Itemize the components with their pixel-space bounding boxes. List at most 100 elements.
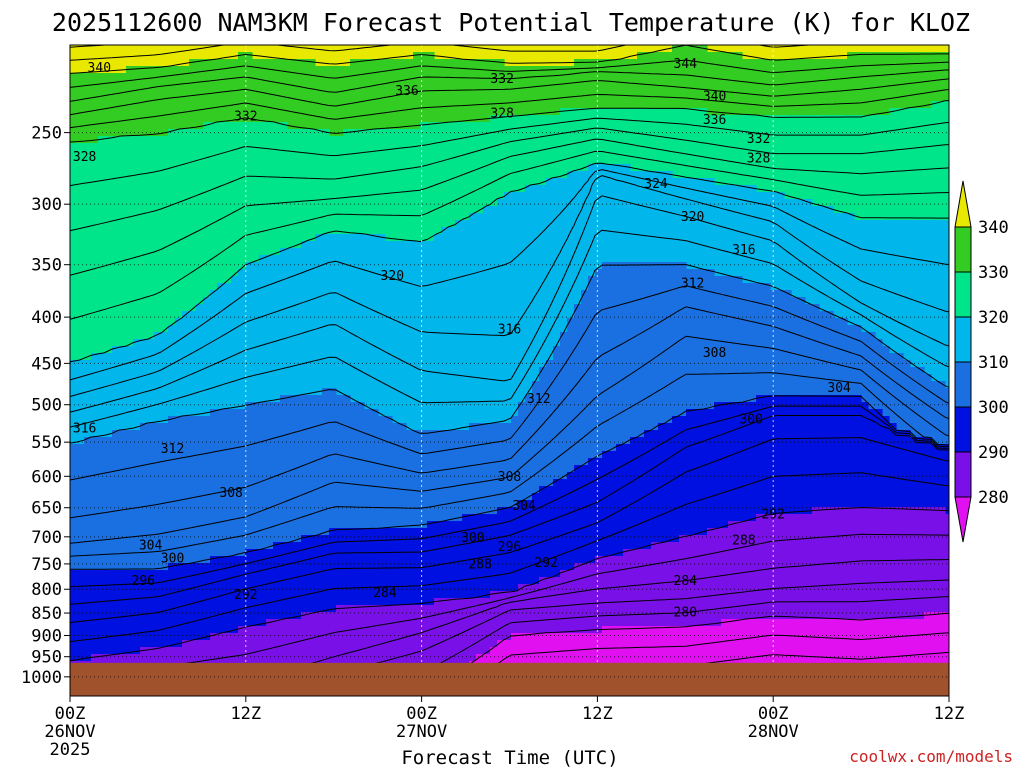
contour-label: 304 bbox=[512, 499, 536, 514]
contour-298 bbox=[70, 405, 949, 588]
colorbar-label: 300 bbox=[978, 398, 1009, 418]
x-tick-label: 12Z bbox=[582, 704, 613, 724]
color-band bbox=[70, 507, 949, 696]
y-tick-label: 650 bbox=[31, 499, 62, 519]
credit-text: coolwx.com/models bbox=[849, 747, 1013, 766]
color-band bbox=[70, 395, 949, 662]
contour-310 bbox=[70, 264, 949, 444]
colorbar-segment bbox=[954, 226, 972, 273]
y-tick-label: 900 bbox=[31, 626, 62, 646]
x-tick-label: 12Z bbox=[230, 704, 261, 724]
contour-label: 336 bbox=[395, 84, 418, 99]
contour-306 bbox=[70, 306, 949, 519]
contour-label: 308 bbox=[498, 470, 521, 485]
x-tick-label: 12Z bbox=[934, 704, 965, 724]
contour-344 bbox=[70, 45, 106, 48]
color-band bbox=[70, 262, 949, 571]
contour-label: 312 bbox=[161, 442, 184, 457]
x-tick-label: 27NOV bbox=[396, 722, 447, 742]
x-tick-label: 26NOV bbox=[44, 722, 95, 742]
contour-label: 300 bbox=[161, 552, 184, 567]
y-tick-label: 950 bbox=[31, 648, 62, 668]
colorbar-segment-top bbox=[954, 180, 972, 228]
y-tick-label: 1000 bbox=[21, 668, 62, 688]
x-axis-label: Forecast Time (UTC) bbox=[401, 747, 618, 768]
plot-area bbox=[70, 45, 949, 696]
color-band bbox=[70, 101, 949, 361]
color-bands bbox=[70, 45, 949, 696]
contour-334 bbox=[70, 78, 949, 116]
chart-title: 2025112600 NAM3KM Forecast Potential Tem… bbox=[52, 8, 970, 37]
contour-326 bbox=[70, 127, 949, 232]
colorbar-segment-bottom bbox=[954, 496, 972, 543]
x-tick-label: 00Z bbox=[55, 704, 86, 724]
contour-label: 328 bbox=[747, 151, 770, 166]
contour-label: 284 bbox=[373, 586, 397, 601]
contour-label: 336 bbox=[703, 113, 726, 128]
y-tick-label: 450 bbox=[31, 354, 62, 374]
contour-label: 304 bbox=[139, 539, 163, 554]
contour-292 bbox=[70, 472, 949, 643]
colorbar-label: 340 bbox=[978, 218, 1009, 238]
colorbar: 340 330 320 310 300 290 280 bbox=[954, 180, 1009, 543]
contour-label: 280 bbox=[674, 606, 697, 621]
contour-label: 308 bbox=[219, 486, 242, 501]
contour-label: 328 bbox=[73, 150, 96, 165]
plot-frame bbox=[69, 44, 950, 697]
contour-316 bbox=[70, 175, 949, 397]
colorbar-label: 310 bbox=[978, 353, 1009, 373]
contour-label: 324 bbox=[644, 177, 668, 192]
contour-328 bbox=[70, 117, 949, 187]
y-tick-label: 800 bbox=[31, 580, 62, 600]
x-tick-label: 00Z bbox=[406, 704, 437, 724]
colorbar-label: 330 bbox=[978, 263, 1009, 283]
y-tick-label: 750 bbox=[31, 555, 62, 575]
contour-label: 312 bbox=[527, 392, 550, 407]
y-tick-label: 250 bbox=[31, 124, 62, 144]
contour-label: 292 bbox=[534, 556, 557, 571]
contour-label: 328 bbox=[490, 106, 513, 121]
contour-318 bbox=[70, 169, 949, 381]
contour-314 bbox=[70, 195, 949, 413]
contour-label: 320 bbox=[381, 269, 404, 284]
colorbar-segment bbox=[954, 361, 972, 408]
y-tick-label: 400 bbox=[31, 308, 62, 328]
contour-label: 332 bbox=[234, 110, 257, 125]
x-tick-label: 00Z bbox=[758, 704, 789, 724]
contour-332 bbox=[70, 89, 949, 129]
contour-300 bbox=[70, 395, 949, 570]
contour-302 bbox=[70, 372, 949, 557]
contour-308 bbox=[70, 285, 949, 481]
contour-label: 292 bbox=[234, 588, 257, 603]
y-tick-label: 500 bbox=[31, 396, 62, 416]
contour-label: 292 bbox=[761, 507, 784, 522]
x-tick-label: 2025 bbox=[50, 740, 91, 760]
contour-338 bbox=[70, 59, 949, 88]
colorbar-segment bbox=[954, 451, 972, 498]
y-axis: 2503003504004505005506006507007508008509… bbox=[21, 124, 70, 688]
contour-labels: 340 336 332 344 340 336 332 328 332 328 328 324 320 3… bbox=[73, 57, 851, 620]
contour-label: 332 bbox=[490, 72, 513, 87]
colorbar-segment bbox=[954, 271, 972, 318]
contour-label: 300 bbox=[739, 412, 762, 427]
y-tick-label: 600 bbox=[31, 467, 62, 487]
color-band bbox=[70, 45, 949, 144]
colorbar-label: 280 bbox=[978, 488, 1009, 508]
contour-label: 296 bbox=[498, 540, 521, 555]
colorbar-segment bbox=[954, 406, 972, 453]
color-band bbox=[70, 164, 949, 445]
contour-324 bbox=[70, 138, 949, 276]
contour-label: 308 bbox=[703, 346, 726, 361]
contour-label: 320 bbox=[681, 210, 704, 225]
contour-label: 340 bbox=[703, 89, 726, 104]
contour-label: 316 bbox=[732, 243, 755, 258]
x-tick-label: 28NOV bbox=[748, 722, 799, 742]
colorbar-segment bbox=[954, 316, 972, 363]
contour-label: 296 bbox=[132, 574, 155, 589]
contour-label: 312 bbox=[681, 276, 704, 291]
contour-label: 344 bbox=[674, 57, 698, 72]
contour-label: 332 bbox=[747, 132, 770, 147]
